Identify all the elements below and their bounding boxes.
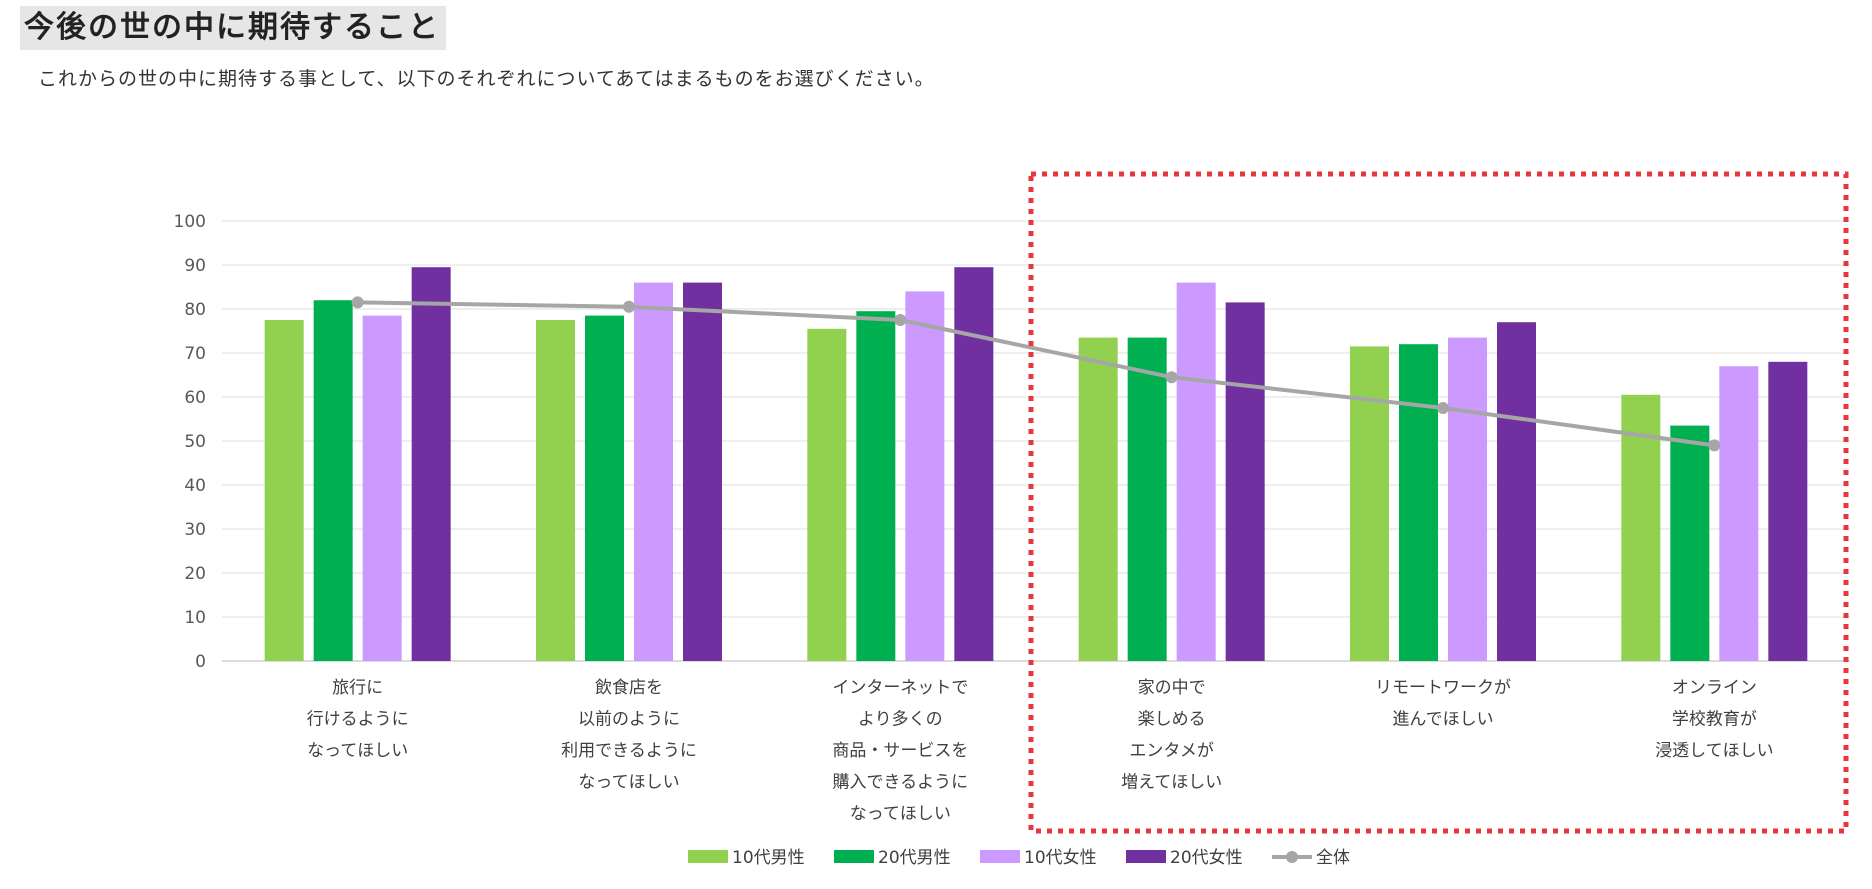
legend-swatch xyxy=(688,850,728,863)
y-tick-label: 60 xyxy=(184,388,206,408)
bar xyxy=(1399,344,1438,661)
line-point xyxy=(351,296,364,309)
category-label: オンライン xyxy=(1672,678,1757,698)
y-tick-label: 80 xyxy=(184,300,206,320)
bar xyxy=(1078,337,1118,661)
bar xyxy=(585,315,624,661)
bar xyxy=(1621,394,1661,661)
bar xyxy=(1497,322,1536,661)
y-tick-label: 100 xyxy=(174,212,206,232)
highlight-rect xyxy=(1028,171,1849,834)
page-subtitle: これからの世の中に期待する事として、以下のそれぞれについてあてはまるものをお選び… xyxy=(38,68,935,90)
y-tick-label: 10 xyxy=(184,608,206,628)
bar xyxy=(634,282,673,661)
legend-label: 全体 xyxy=(1316,848,1350,868)
category-label: 浸透してほしい xyxy=(1655,741,1774,761)
category-label: 家の中で xyxy=(1138,678,1206,698)
bar xyxy=(411,267,451,661)
bar xyxy=(1448,337,1487,661)
bar xyxy=(856,311,896,661)
category-label: 増えてほしい xyxy=(1121,773,1222,793)
y-axis: 0 10 20 30 40 50 60 70 80 90 100 xyxy=(174,212,206,672)
total-line xyxy=(351,296,1721,452)
legend-label: 20代女性 xyxy=(1170,848,1243,868)
category-label: 利用できるように xyxy=(561,741,697,761)
category-label: 進んでほしい xyxy=(1392,710,1493,730)
y-tick-label: 40 xyxy=(184,476,206,496)
bar xyxy=(1127,337,1167,661)
y-tick-label: 20 xyxy=(184,564,206,584)
line-point xyxy=(1437,402,1449,414)
category-label: なってほしい xyxy=(850,804,951,824)
highlight-box xyxy=(1028,171,1849,834)
bar xyxy=(264,320,304,661)
category-label: 購入できるように xyxy=(832,773,968,793)
bar xyxy=(1225,302,1265,661)
bar xyxy=(1176,282,1216,661)
bars xyxy=(264,267,1808,661)
line-point xyxy=(623,300,635,313)
y-tick-label: 30 xyxy=(184,520,206,540)
category-label: 楽しめる xyxy=(1138,710,1206,730)
legend-swatch-marker xyxy=(1286,851,1298,863)
bar xyxy=(313,300,353,661)
page-title: 今後の世の中に期待すること xyxy=(20,6,446,50)
bar xyxy=(1719,366,1759,661)
bar xyxy=(1670,425,1710,661)
category-label: 飲食店を xyxy=(595,678,663,698)
gridlines xyxy=(222,220,1850,662)
bar xyxy=(905,291,945,661)
line-point xyxy=(894,314,907,326)
y-tick-label: 0 xyxy=(195,652,206,672)
bar xyxy=(1350,346,1389,661)
line-point xyxy=(1708,439,1721,452)
x-axis: 旅行に行けるようになってほしい飲食店を以前のように利用できるようになってほしいイ… xyxy=(307,678,1774,824)
y-tick-label: 70 xyxy=(184,344,206,364)
category-label: エンタメが xyxy=(1129,741,1214,761)
line-series xyxy=(357,300,1715,448)
legend-swatch xyxy=(980,850,1020,863)
category-label: 旅行に xyxy=(332,678,383,698)
legend-swatch xyxy=(1126,850,1166,863)
bar xyxy=(536,320,575,661)
category-label: リモートワークが xyxy=(1375,678,1511,698)
bar xyxy=(807,328,847,661)
category-label: インターネットで xyxy=(832,678,968,698)
bar xyxy=(362,315,402,661)
category-label: 行けるように xyxy=(307,710,409,730)
category-label: 学校教育が xyxy=(1672,710,1757,730)
legend-label: 20代男性 xyxy=(878,848,951,868)
y-tick-label: 90 xyxy=(184,256,206,276)
category-label: 以前のように xyxy=(578,710,680,730)
legend-label: 10代男性 xyxy=(732,848,805,868)
category-label: なってほしい xyxy=(307,741,408,761)
category-label: より多くの xyxy=(858,710,943,730)
category-label: なってほしい xyxy=(578,773,679,793)
legend-label: 10代女性 xyxy=(1024,848,1097,868)
bar xyxy=(1768,361,1808,661)
category-label: 商品・サービスを xyxy=(832,741,968,761)
y-tick-label: 50 xyxy=(184,432,206,452)
legend-swatch xyxy=(834,850,874,863)
bar xyxy=(954,267,994,661)
line-point xyxy=(1165,371,1178,384)
bar xyxy=(683,282,722,661)
legend: 10代男性 20代男性 10代女性 20代女性 全体 xyxy=(688,848,1350,868)
